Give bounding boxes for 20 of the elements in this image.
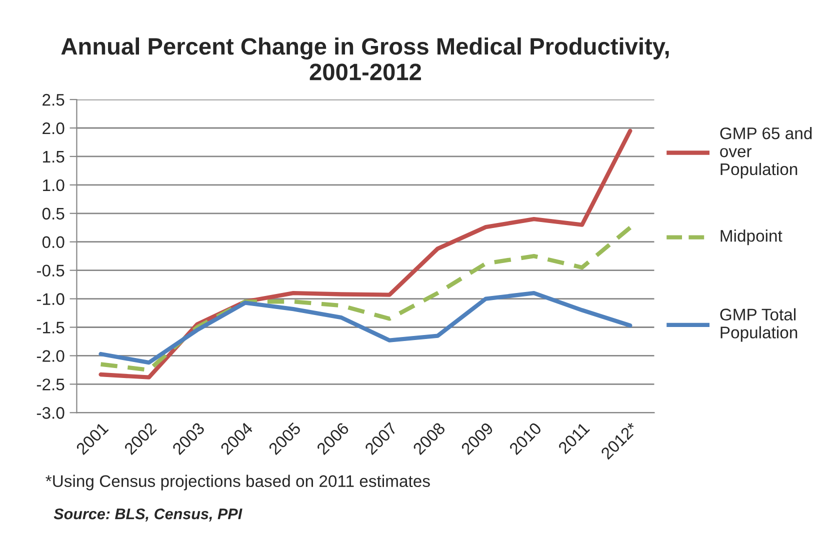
- legend-label: Midpoint: [720, 230, 782, 246]
- line-series: [98, 291, 632, 365]
- y-tick-label: -0.5: [36, 264, 64, 277]
- y-tick-label: 0.0: [42, 236, 64, 248]
- source-note: Source: BLS, Census, PPI: [54, 508, 242, 522]
- y-tick-label: 2.0: [42, 122, 64, 134]
- y-tick-label: -3.0: [36, 407, 64, 419]
- y-tick-label: -1.5: [36, 322, 64, 334]
- chart-title: Annual Percent Change in Gross Medical Productivity, 2001-2012: [61, 37, 669, 80]
- y-tick-label: -2.5: [36, 378, 64, 390]
- y-tick-label: -2.0: [36, 350, 64, 362]
- legend-label: GMP 65 and over Population: [720, 127, 812, 178]
- legend-label: GMP Total Population: [720, 308, 798, 342]
- y-tick-label: 1.0: [43, 179, 64, 192]
- y-tick-label: 2.5: [42, 94, 64, 106]
- y-tick-label: 1.5: [43, 151, 64, 163]
- y-tick-label: -1.0: [36, 293, 64, 305]
- text: *Using Census projections based on 2011 estimates: [46, 474, 430, 490]
- y-tick-label: 0.5: [42, 208, 64, 220]
- line-series: [98, 226, 632, 372]
